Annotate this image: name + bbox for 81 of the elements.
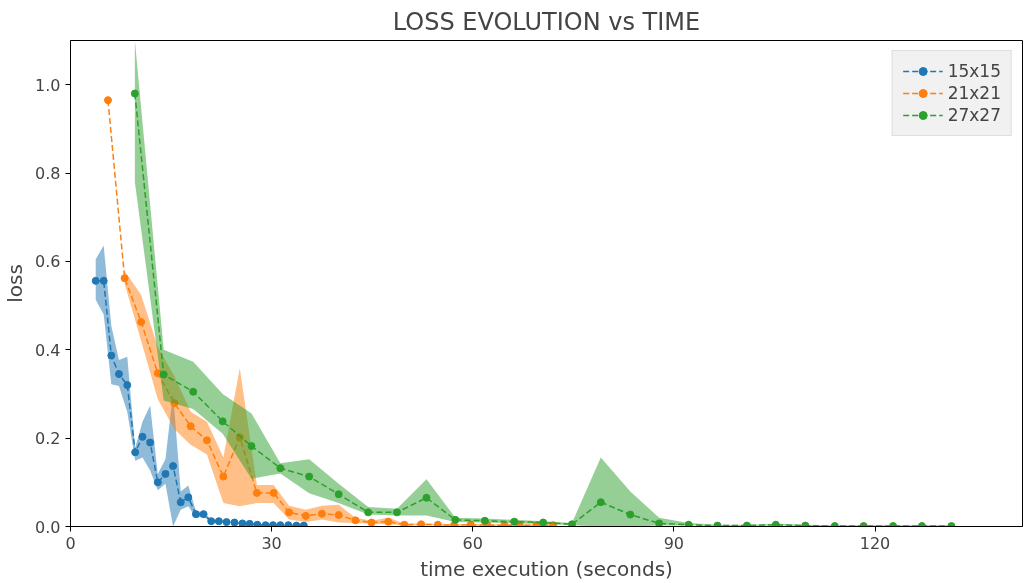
point: [247, 442, 256, 451]
point: [186, 422, 195, 431]
point: [169, 461, 178, 470]
point: [269, 488, 278, 497]
point: [253, 520, 262, 527]
point: [222, 518, 231, 527]
point: [130, 89, 139, 98]
point: [252, 488, 261, 497]
point: [301, 511, 310, 520]
y-tick-label: 1.0: [35, 75, 61, 95]
point: [351, 516, 360, 525]
point: [184, 493, 193, 502]
point: [480, 516, 489, 525]
point: [230, 518, 239, 527]
point: [207, 517, 216, 526]
point: [334, 490, 343, 499]
point: [153, 478, 162, 487]
chart-title: LOSS EVOLUTION vs TIME: [392, 7, 701, 36]
point: [400, 520, 409, 527]
point: [107, 351, 116, 360]
point: [245, 519, 254, 527]
legend-label: 15x15: [947, 61, 1001, 81]
legend-label: 27x27: [947, 105, 1001, 125]
point: [238, 519, 247, 527]
x-tick-label: 30: [261, 533, 282, 553]
point: [189, 387, 198, 396]
legend-label: 21x21: [947, 83, 1001, 103]
point: [199, 510, 208, 519]
point: [176, 498, 185, 507]
point: [99, 276, 108, 285]
x-tick-label: 90: [663, 533, 685, 553]
point: [433, 520, 442, 527]
y-tick-label: 0.6: [35, 252, 61, 272]
point: [334, 511, 343, 520]
point: [417, 520, 426, 527]
y-tick-label: 0.8: [35, 164, 61, 184]
y-tick-label: 0.2: [35, 429, 61, 449]
point: [539, 518, 548, 527]
point: [305, 472, 314, 481]
x-axis-title: time execution (seconds): [420, 556, 673, 581]
point: [422, 493, 431, 502]
point: [393, 508, 401, 517]
point: [191, 510, 200, 519]
point: [146, 438, 155, 447]
point: [161, 469, 170, 478]
x-tick-label: 60: [462, 533, 483, 553]
point: [219, 472, 228, 481]
point: [138, 432, 147, 441]
point: [655, 519, 664, 527]
point: [214, 517, 223, 526]
point: [510, 517, 519, 526]
point: [384, 517, 393, 526]
point: [276, 464, 285, 473]
point: [684, 520, 693, 527]
point: [131, 448, 140, 457]
point: [285, 508, 294, 517]
point: [451, 515, 460, 524]
point: [367, 518, 376, 527]
point: [103, 96, 112, 105]
point: [159, 370, 168, 379]
point: [170, 399, 179, 408]
x-tick-label: 0: [65, 533, 76, 553]
point: [771, 520, 780, 527]
point: [364, 508, 373, 517]
point: [120, 274, 129, 283]
point: [567, 520, 576, 527]
y-tick-label: 0.4: [35, 340, 61, 360]
point: [123, 381, 132, 390]
x-tick-label: 120: [859, 533, 891, 553]
point: [596, 498, 605, 507]
point: [317, 509, 326, 518]
point: [137, 317, 146, 326]
point: [466, 520, 475, 527]
point: [153, 369, 162, 378]
y-tick-label: 0.0: [35, 517, 61, 537]
point: [114, 370, 123, 379]
point: [218, 417, 227, 426]
y-axis-title: loss: [3, 264, 28, 303]
point: [626, 510, 635, 519]
point: [91, 276, 100, 285]
point: [202, 436, 211, 445]
